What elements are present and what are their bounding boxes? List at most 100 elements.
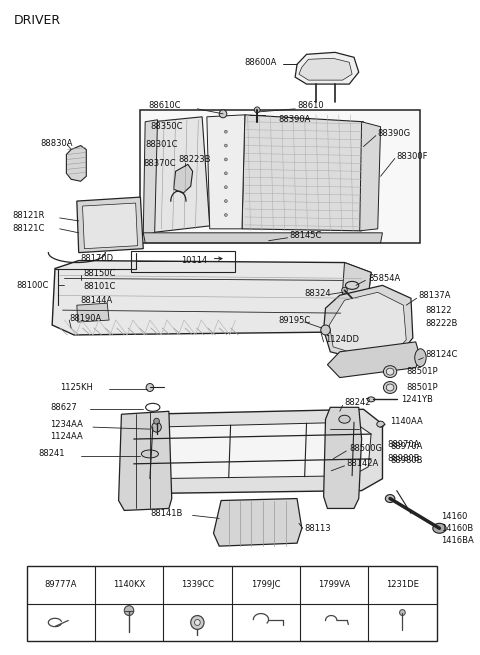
Polygon shape: [77, 197, 143, 253]
Text: 88980B: 88980B: [390, 457, 422, 465]
Text: 88350C: 88350C: [150, 122, 182, 131]
Text: 88241: 88241: [39, 449, 65, 458]
Polygon shape: [360, 122, 381, 231]
Ellipse shape: [386, 368, 394, 375]
Polygon shape: [242, 115, 363, 231]
Polygon shape: [77, 303, 109, 322]
Text: 88600A: 88600A: [245, 58, 277, 67]
Text: 88627: 88627: [50, 403, 77, 412]
Circle shape: [225, 200, 227, 202]
Text: 1125KH: 1125KH: [60, 383, 93, 392]
Text: 1799VA: 1799VA: [318, 580, 350, 590]
Circle shape: [225, 130, 227, 133]
Circle shape: [225, 172, 227, 175]
Text: 88101C: 88101C: [84, 282, 116, 291]
Text: 88223B: 88223B: [179, 155, 211, 164]
Bar: [26, 566, 437, 641]
Polygon shape: [121, 409, 383, 494]
Text: 88122: 88122: [425, 306, 452, 314]
Text: 1231DE: 1231DE: [386, 580, 419, 590]
Text: 1124AA: 1124AA: [50, 432, 83, 441]
Text: 88141B: 88141B: [150, 509, 182, 518]
Text: 88124C: 88124C: [425, 350, 457, 359]
Text: 1799JC: 1799JC: [251, 580, 280, 590]
Polygon shape: [214, 498, 302, 546]
Text: 88610: 88610: [297, 102, 324, 111]
Polygon shape: [324, 286, 413, 360]
Circle shape: [154, 419, 159, 424]
Text: 88500G: 88500G: [349, 445, 382, 453]
Ellipse shape: [385, 495, 395, 502]
Text: 88970A: 88970A: [387, 440, 420, 449]
Polygon shape: [324, 407, 361, 508]
Text: 88300F: 88300F: [397, 152, 428, 161]
Circle shape: [225, 186, 227, 189]
Bar: [131, 251, 235, 272]
Text: 14160B: 14160B: [441, 524, 474, 533]
Text: 88301C: 88301C: [145, 140, 178, 149]
Polygon shape: [207, 115, 245, 229]
Polygon shape: [134, 422, 371, 479]
Ellipse shape: [433, 523, 446, 533]
Ellipse shape: [339, 415, 350, 423]
Text: 88501P: 88501P: [406, 367, 438, 376]
Text: 88144A: 88144A: [81, 296, 113, 305]
Text: 88370C: 88370C: [143, 159, 176, 168]
Circle shape: [146, 384, 154, 392]
Circle shape: [152, 422, 161, 432]
Polygon shape: [174, 164, 192, 193]
Text: 88150C: 88150C: [84, 269, 116, 278]
Circle shape: [399, 610, 405, 616]
Text: 14160: 14160: [441, 512, 468, 521]
Text: 1234AA: 1234AA: [50, 420, 83, 428]
Text: 89195C: 89195C: [278, 316, 310, 325]
Circle shape: [191, 616, 204, 629]
Ellipse shape: [415, 349, 426, 367]
Text: 88137A: 88137A: [419, 291, 451, 300]
Text: 88324: 88324: [305, 289, 331, 298]
Polygon shape: [143, 120, 157, 234]
Polygon shape: [295, 52, 359, 84]
Text: 1241YB: 1241YB: [401, 395, 433, 404]
Text: 88222B: 88222B: [425, 318, 457, 328]
Ellipse shape: [384, 365, 397, 377]
Text: 88113: 88113: [305, 524, 331, 533]
Text: 88610C: 88610C: [148, 102, 180, 111]
Circle shape: [321, 325, 330, 335]
Text: 88980B: 88980B: [387, 455, 420, 463]
Text: 89777A: 89777A: [45, 580, 77, 590]
Polygon shape: [66, 145, 86, 181]
Text: 1416BA: 1416BA: [441, 536, 474, 545]
Text: 88970A: 88970A: [390, 443, 422, 451]
Circle shape: [225, 214, 227, 216]
Ellipse shape: [142, 450, 158, 458]
Circle shape: [254, 107, 260, 113]
Polygon shape: [299, 58, 352, 80]
Circle shape: [225, 144, 227, 147]
Ellipse shape: [367, 397, 375, 402]
Text: 88242: 88242: [345, 398, 371, 407]
Text: 88121R: 88121R: [12, 212, 45, 221]
Text: 88501P: 88501P: [406, 383, 438, 392]
Text: DRIVER: DRIVER: [14, 14, 61, 27]
Text: 10114: 10114: [181, 256, 207, 265]
Circle shape: [225, 158, 227, 161]
Polygon shape: [143, 233, 383, 243]
Ellipse shape: [386, 384, 394, 391]
Polygon shape: [52, 261, 371, 335]
Text: 88145C: 88145C: [289, 231, 322, 240]
Polygon shape: [329, 292, 406, 355]
Text: 88142A: 88142A: [347, 459, 379, 468]
Text: 88121C: 88121C: [12, 225, 45, 233]
Text: 1124DD: 1124DD: [325, 335, 360, 345]
Polygon shape: [340, 263, 371, 332]
Polygon shape: [327, 342, 420, 377]
Polygon shape: [119, 411, 172, 510]
Circle shape: [342, 288, 348, 293]
Circle shape: [124, 606, 134, 616]
Circle shape: [194, 620, 200, 626]
Text: 88390A: 88390A: [278, 115, 311, 124]
Ellipse shape: [377, 421, 384, 427]
Bar: [141, 110, 420, 243]
Text: 88190A: 88190A: [69, 314, 101, 322]
